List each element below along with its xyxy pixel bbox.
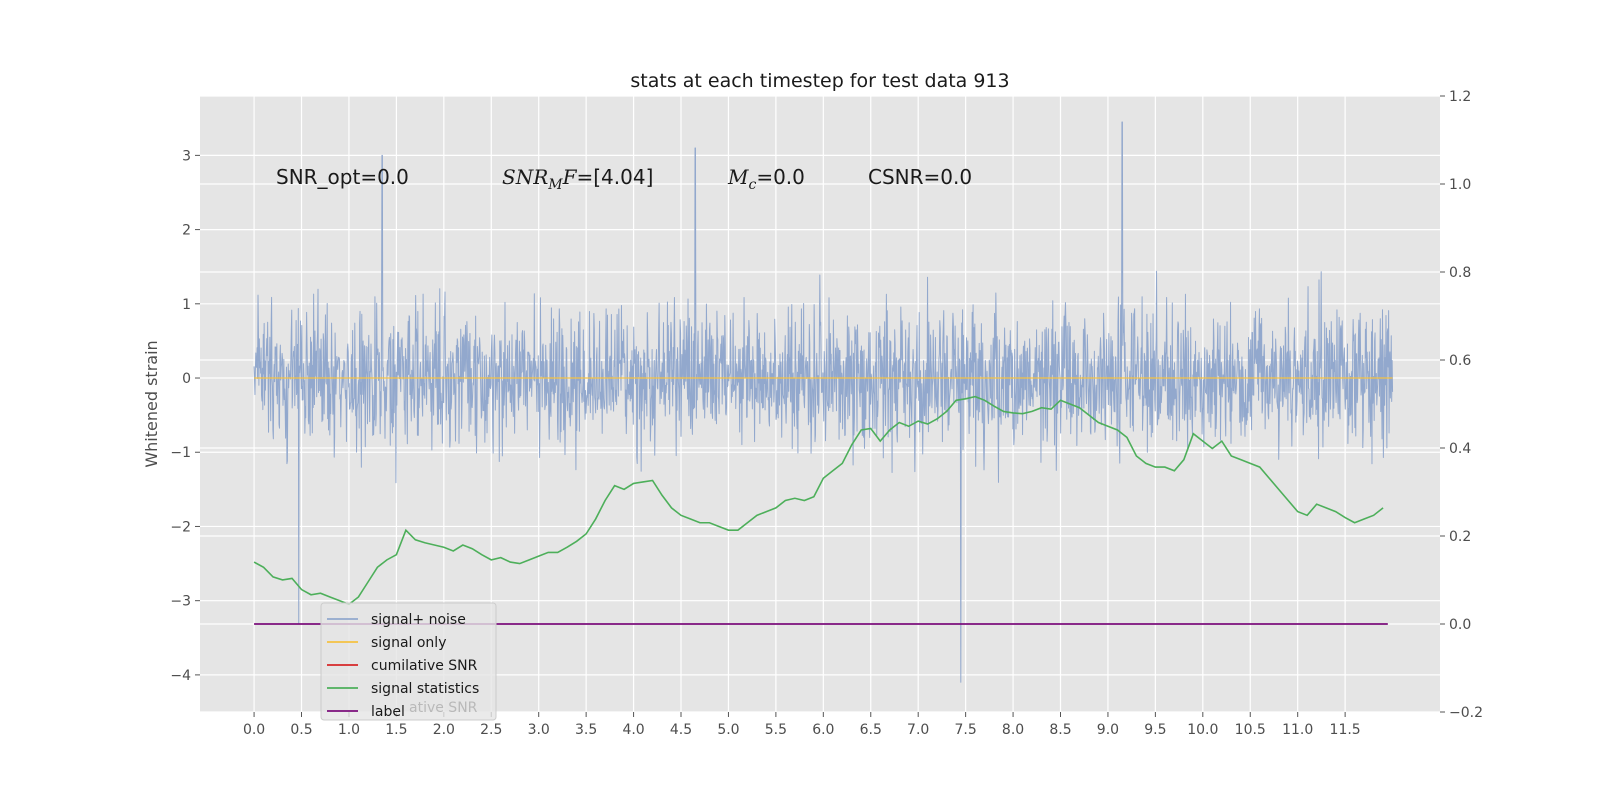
annotation-snr-opt: SNR_opt=0.0: [276, 165, 409, 189]
annotation-mc-sub: c: [748, 177, 756, 193]
legend-label: signal+ noise: [371, 612, 466, 628]
x-tick-label: 3.0: [528, 722, 550, 738]
annotations: SNR_opt=0.0 SNRMF=[4.04] Mc=0.0 CSNR=0.0: [276, 165, 972, 193]
x-tick-label: 6.0: [812, 722, 834, 738]
annotation-mc-main: M: [727, 165, 749, 189]
x-tick-label: 7.0: [907, 722, 929, 738]
legend-box: [320, 602, 497, 721]
y-tick-label: 2: [182, 223, 191, 239]
y-tick-label: 0: [182, 371, 191, 387]
y-tick-label: −1: [170, 445, 191, 461]
x-tick-label: 8.0: [1002, 722, 1024, 738]
y-axis-label: Whitened strain: [142, 340, 161, 467]
x-tick-label: 10.0: [1187, 722, 1218, 738]
y2-tick-label: 0.0: [1449, 617, 1471, 633]
x-tick-label: 7.5: [954, 722, 976, 738]
y-tick-label: 1: [182, 297, 191, 313]
y2-tick-label: 1.0: [1449, 177, 1471, 193]
x-tick-label: 2.0: [433, 722, 455, 738]
annotation-csnr: CSNR=0.0: [868, 165, 972, 189]
x-tick-label: 10.5: [1235, 722, 1266, 738]
x-tick-label: 5.5: [765, 722, 787, 738]
y2-tick-label: −0.2: [1449, 705, 1483, 721]
legend: ative SNR signal+ noise signal only cumila…: [320, 602, 497, 721]
x-tick-label: 5.0: [717, 722, 739, 738]
chart-title: stats at each timestep for test data 913: [630, 70, 1009, 92]
x-axis: 0.0 0.5 1.0 1.5 2.0 2.5 3.0 3.5 4.0 4.5 5.0 5.5 6.0 6…: [243, 712, 1361, 738]
x-tick-label: 8.5: [1049, 722, 1071, 738]
legend-overlap-text: ative SNR: [409, 700, 478, 716]
y-tick-label: −3: [170, 594, 191, 610]
legend-label: signal statistics: [371, 681, 479, 697]
x-tick-label: 4.0: [622, 722, 644, 738]
legend-items: signal+ noise signal only cumilative SNR si…: [327, 612, 479, 720]
x-tick-label: 9.5: [1144, 722, 1166, 738]
x-tick-label: 2.5: [480, 722, 502, 738]
legend-label: label: [371, 704, 405, 720]
y-tick-label: −4: [170, 668, 191, 684]
series-signal-noise: [253, 121, 1394, 683]
x-tick-label: 1.0: [338, 722, 360, 738]
x-tick-label: 0.5: [290, 722, 312, 738]
x-tick-label: 0.0: [243, 722, 265, 738]
y2-tick-label: 1.2: [1449, 89, 1471, 105]
y2-tick-label: 0.4: [1449, 441, 1471, 457]
x-tick-label: 1.5: [385, 722, 407, 738]
y2-tick-label: 0.2: [1449, 529, 1471, 545]
series-signal-statistics: [253, 395, 1384, 606]
x-tick-label: 6.5: [860, 722, 882, 738]
right-y-axis: 1.2 1.0 0.8 0.6 0.4 0.2 0.0 −0.2: [1440, 89, 1483, 721]
series-layer: [253, 121, 1394, 683]
annotation-mc: Mc=0.0: [727, 165, 805, 193]
x-tick-label: 9.0: [1097, 722, 1119, 738]
y-tick-label: 3: [182, 148, 191, 164]
legend-label: cumilative SNR: [371, 658, 478, 674]
x-tick-label: 4.5: [670, 722, 692, 738]
annotation-snr-mf-tail: F: [562, 165, 578, 189]
annotation-snr-mf: SNRMF=[4.04]: [502, 165, 653, 193]
y2-tick-label: 0.6: [1449, 353, 1471, 369]
left-y-axis: 3 2 1 0 −1 −2 −3 −4: [170, 148, 200, 684]
annotation-snr-mf-sub: M: [547, 177, 563, 193]
x-tick-label: 11.0: [1282, 722, 1313, 738]
x-tick-label: 3.5: [575, 722, 597, 738]
annotation-snr-mf-main: SNR: [502, 165, 548, 189]
annotation-mc-value: =0.0: [756, 165, 805, 189]
y-tick-label: −2: [170, 519, 191, 535]
legend-label: signal only: [371, 635, 446, 651]
x-tick-label: 11.5: [1330, 722, 1361, 738]
y2-tick-label: 0.8: [1449, 265, 1471, 281]
annotation-snr-mf-value: =[4.04]: [577, 165, 654, 189]
